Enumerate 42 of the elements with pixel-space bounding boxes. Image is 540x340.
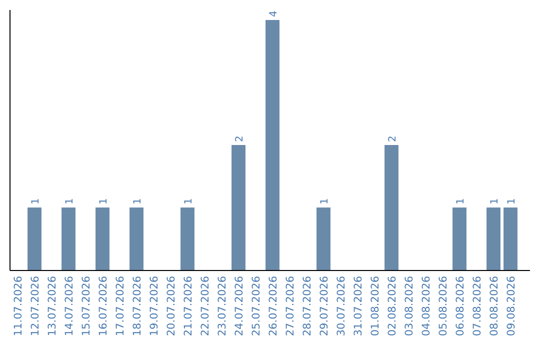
- x-tick-label: 14.07.2026: [64, 276, 76, 336]
- x-tick-label: 29.07.2026: [318, 276, 330, 336]
- data-label: 4: [268, 10, 280, 17]
- x-tick-label: 28.07.2026: [302, 276, 314, 336]
- data-label: 1: [320, 198, 330, 204]
- x-tick-label: 31.07.2026: [352, 276, 364, 336]
- data-label: 1: [30, 198, 42, 204]
- x-tick-label: 02.08.2026: [386, 276, 398, 336]
- x-tick-label: 17.07.2026: [114, 276, 126, 336]
- x-tick-label: 26.07.2026: [268, 276, 280, 336]
- x-tick-label: 19.07.2026: [148, 276, 160, 336]
- x-tick-label: 20.07.2026: [166, 276, 178, 336]
- x-tick-label: 08.08.2026: [488, 276, 500, 336]
- x-tick-label: 30.07.2026: [336, 276, 348, 336]
- x-tick-label: 27.07.2026: [284, 276, 296, 336]
- x-tick-label: 05.08.2026: [438, 276, 450, 336]
- data-label: 1: [506, 198, 518, 204]
- data-label: 2: [234, 136, 246, 142]
- x-tick-label: 12.07.2026: [30, 276, 42, 336]
- x-tick-label: 13.07.2026: [46, 276, 58, 336]
- x-tick-label: 22.07.2026: [200, 276, 212, 336]
- x-tick-label: 09.08.2026: [506, 276, 518, 336]
- x-tick-label: 18.07.2026: [132, 276, 144, 336]
- data-label: 1: [184, 198, 194, 204]
- x-tick-label: 06.08.2026: [454, 276, 466, 336]
- data-label: 1: [98, 198, 110, 204]
- x-tick-label: 03.08.2026: [404, 276, 416, 336]
- data-label: 1: [132, 198, 144, 204]
- x-tick-label: 01.08.2026: [370, 276, 382, 336]
- data-label: 1: [490, 198, 500, 204]
- data-label: 1: [456, 198, 466, 204]
- x-tick-label: 25.07.2026: [250, 276, 262, 336]
- data-label: 1: [64, 198, 76, 204]
- data-label: 2: [388, 136, 398, 142]
- x-tick-label: 07.08.2026: [472, 276, 484, 336]
- x-tick-label: 11.07.2026: [12, 276, 24, 336]
- x-tick-label: 23.07.2026: [216, 276, 228, 336]
- x-tick-label: 15.07.2026: [80, 276, 92, 336]
- x-tick-label: 04.08.2026: [420, 276, 432, 336]
- x-tick-label: 16.07.2026: [98, 276, 110, 336]
- x-tick-label: 24.07.2026: [234, 276, 246, 336]
- x-tick-label: 21.07.2026: [182, 276, 194, 336]
